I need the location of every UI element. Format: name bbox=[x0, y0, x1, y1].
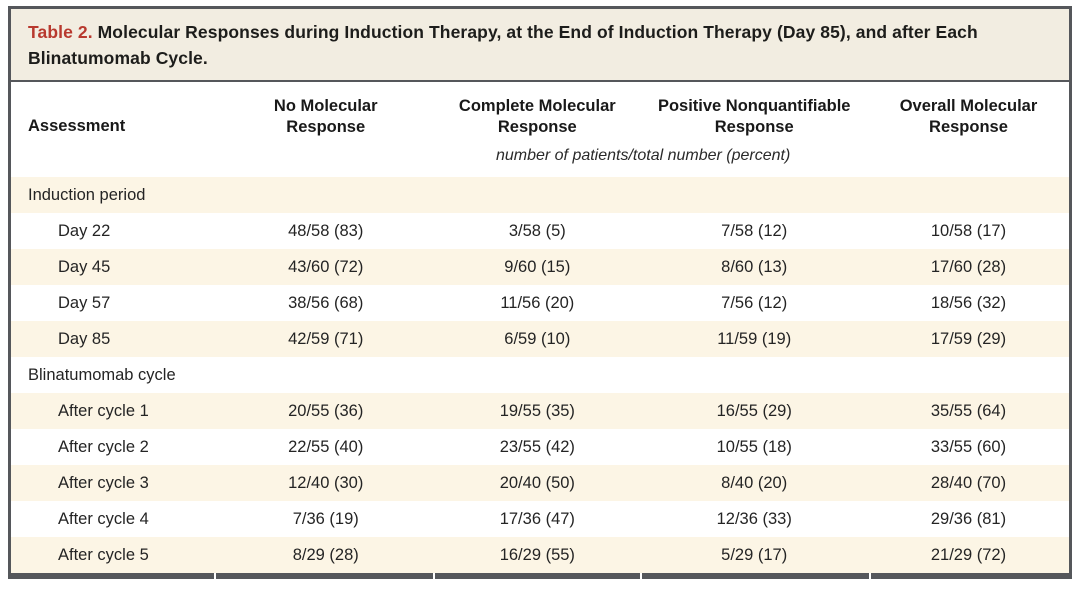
cell-value: 11/56 (20) bbox=[500, 293, 575, 312]
molecular-response-table: Assessment No Molecular Response Complet… bbox=[11, 82, 1069, 573]
cell-value: 20/40 (50) bbox=[499, 473, 575, 492]
cell-value: 19/55 (35) bbox=[499, 401, 575, 420]
column-header-assessment: Assessment bbox=[28, 117, 126, 135]
header-row: Assessment No Molecular Response Complet… bbox=[11, 82, 1069, 138]
cell-value: 17/59 (29) bbox=[930, 329, 1007, 348]
cell-value: 33/55 (60) bbox=[930, 437, 1007, 456]
column-header-positive-nonquantifiable-response: Positive Nonquantifiable Response bbox=[640, 82, 867, 138]
table-row: After cycle 4 7/36 (19) 17/36 (47) 12/36 (3… bbox=[11, 501, 1069, 537]
cell-value: 7/36 (19) bbox=[292, 509, 359, 528]
table-row: Day 57 38/56 (68) 11/56 (20) 7/56 (12) 18/56… bbox=[11, 285, 1069, 321]
cell-value: 48/58 (83) bbox=[288, 221, 364, 240]
cell-value: 7/58 (12) bbox=[721, 221, 788, 240]
table-row: Day 45 43/60 (72) 9/60 (15) 8/60 (13) 17/60 … bbox=[11, 249, 1069, 285]
table-body: Induction period Day 22 48/58 (83) 3/58 (5)… bbox=[11, 177, 1069, 573]
cell-value: 20/55 (36) bbox=[288, 401, 364, 420]
column-header-label: Positive Nonquantifiable Response bbox=[657, 97, 851, 136]
cell-value: 7/56 (12) bbox=[721, 293, 788, 312]
table-title-band: Table 2. Molecular Responses during Indu… bbox=[11, 9, 1069, 82]
row-label: Day 85 bbox=[58, 329, 111, 348]
bottom-rule-segment bbox=[642, 573, 869, 579]
cell-value: 8/60 (13) bbox=[721, 257, 788, 276]
row-label: Day 57 bbox=[58, 293, 111, 312]
section-row: Induction period bbox=[11, 177, 1069, 213]
cell-value: 11/59 (19) bbox=[717, 329, 792, 348]
column-header-no-molecular-response: No Molecular Response bbox=[217, 82, 434, 138]
cell-value: 42/59 (71) bbox=[288, 329, 364, 348]
row-label: After cycle 1 bbox=[58, 401, 149, 420]
row-label: After cycle 5 bbox=[58, 545, 149, 564]
table-frame: Table 2. Molecular Responses during Indu… bbox=[8, 6, 1072, 573]
cell-value: 10/58 (17) bbox=[930, 221, 1007, 240]
cell-value: 21/29 (72) bbox=[930, 545, 1007, 564]
table-title-text: Molecular Responses during Induction The… bbox=[28, 22, 978, 68]
column-header-complete-molecular-response: Complete Molecular Response bbox=[434, 82, 640, 138]
units-note: number of patients/total number (percent… bbox=[495, 147, 791, 164]
column-header-overall-molecular-response: Overall Molecular Response bbox=[868, 82, 1069, 138]
table-title: Table 2. Molecular Responses during Indu… bbox=[28, 19, 980, 71]
cell-value: 3/58 (5) bbox=[508, 221, 566, 240]
row-label: Day 22 bbox=[58, 221, 111, 240]
row-label: After cycle 3 bbox=[58, 473, 149, 492]
column-header-label: Overall Molecular Response bbox=[899, 97, 1038, 136]
table-number: Table 2. bbox=[28, 22, 93, 42]
cell-value: 35/55 (64) bbox=[930, 401, 1007, 420]
row-label: After cycle 2 bbox=[58, 437, 149, 456]
cell-value: 16/29 (55) bbox=[499, 545, 575, 564]
table-row: Day 22 48/58 (83) 3/58 (5) 7/58 (12) 10/58 (… bbox=[11, 213, 1069, 249]
row-label: Blinatumomab cycle bbox=[28, 365, 176, 384]
table-row: After cycle 1 20/55 (36) 19/55 (35) 16/55 (… bbox=[11, 393, 1069, 429]
table-row: After cycle 2 22/55 (40) 23/55 (42) 10/55 (… bbox=[11, 429, 1069, 465]
cell-value: 8/29 (28) bbox=[292, 545, 359, 564]
row-label: Induction period bbox=[28, 185, 146, 204]
cell-value: 12/40 (30) bbox=[288, 473, 364, 492]
bottom-rule-segment bbox=[8, 573, 215, 579]
bottom-rule-segment bbox=[870, 573, 1072, 579]
bottom-rule-segment bbox=[434, 573, 641, 579]
cell-value: 12/36 (33) bbox=[716, 509, 792, 528]
row-label: Day 45 bbox=[58, 257, 111, 276]
cell-value: 10/55 (18) bbox=[716, 437, 792, 456]
cell-value: 23/55 (42) bbox=[499, 437, 575, 456]
cell-value: 5/29 (17) bbox=[721, 545, 788, 564]
cell-value: 38/56 (68) bbox=[288, 293, 364, 312]
cell-value: 6/59 (10) bbox=[504, 329, 571, 348]
units-row-spacer bbox=[11, 138, 217, 177]
empty-cells bbox=[217, 177, 1069, 213]
cell-value: 16/55 (29) bbox=[716, 401, 792, 420]
table-row: Day 85 42/59 (71) 6/59 (10) 11/59 (19) 17/59… bbox=[11, 321, 1069, 357]
cell-value: 28/40 (70) bbox=[930, 473, 1007, 492]
cell-value: 18/56 (32) bbox=[930, 293, 1007, 312]
cell-value: 8/40 (20) bbox=[721, 473, 788, 492]
column-header-label: No Molecular Response bbox=[273, 97, 378, 136]
empty-cells bbox=[217, 357, 1069, 393]
cell-value: 22/55 (40) bbox=[288, 437, 364, 456]
table-row: After cycle 5 8/29 (28) 16/29 (55) 5/29 (17… bbox=[11, 537, 1069, 573]
bottom-rule bbox=[8, 573, 1072, 579]
section-row: Blinatumomab cycle bbox=[11, 357, 1069, 393]
cell-value: 43/60 (72) bbox=[288, 257, 364, 276]
table-header: Assessment No Molecular Response Complet… bbox=[11, 82, 1069, 177]
column-header-label: Complete Molecular Response bbox=[458, 97, 616, 136]
cell-value: 17/60 (28) bbox=[930, 257, 1007, 276]
cell-value: 17/36 (47) bbox=[499, 509, 575, 528]
table-row: After cycle 3 12/40 (30) 20/40 (50) 8/40 (2… bbox=[11, 465, 1069, 501]
cell-value: 9/60 (15) bbox=[504, 257, 571, 276]
units-row: number of patients/total number (percent… bbox=[11, 138, 1069, 177]
cell-value: 29/36 (81) bbox=[930, 509, 1007, 528]
row-label: After cycle 4 bbox=[58, 509, 149, 528]
bottom-rule-segment bbox=[216, 573, 433, 579]
